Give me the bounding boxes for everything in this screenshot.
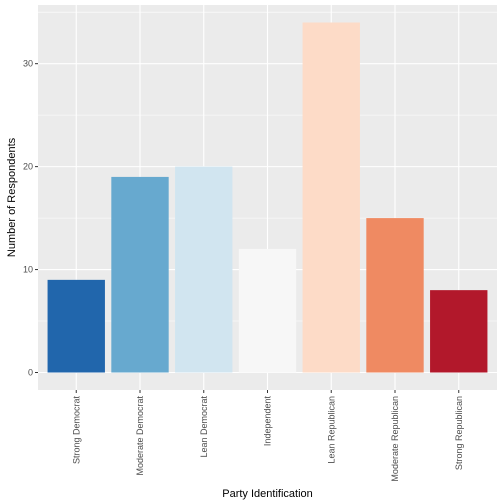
y-tick-label: 10 [23, 265, 33, 275]
x-tick-label: Moderate Democrat [135, 396, 145, 476]
y-axis-title: Number of Respondents [6, 137, 18, 257]
x-tick-label: Lean Democrat [199, 396, 209, 458]
bar [238, 248, 297, 373]
bar [302, 22, 360, 373]
x-axis-title: Party Identification [222, 488, 313, 500]
y-axis: 0 10 20 30 [23, 59, 38, 378]
x-tick-label: Moderate Republican [390, 396, 400, 482]
x-axis: Strong Democrat Moderate Democrat Lean Dem… [71, 390, 464, 482]
bar [111, 176, 169, 373]
x-tick-label: Lean Republican [326, 396, 336, 464]
bars [47, 22, 488, 373]
bar [47, 279, 105, 373]
bar [366, 218, 424, 373]
bar [175, 166, 233, 373]
x-tick-label: Strong Democrat [71, 396, 81, 465]
y-tick-label: 0 [28, 368, 33, 378]
y-tick-label: 30 [23, 59, 33, 69]
x-tick-label: Independent [263, 396, 273, 447]
bar [430, 290, 488, 373]
y-tick-label: 20 [23, 162, 33, 172]
x-tick-label: Strong Republican [454, 396, 464, 470]
